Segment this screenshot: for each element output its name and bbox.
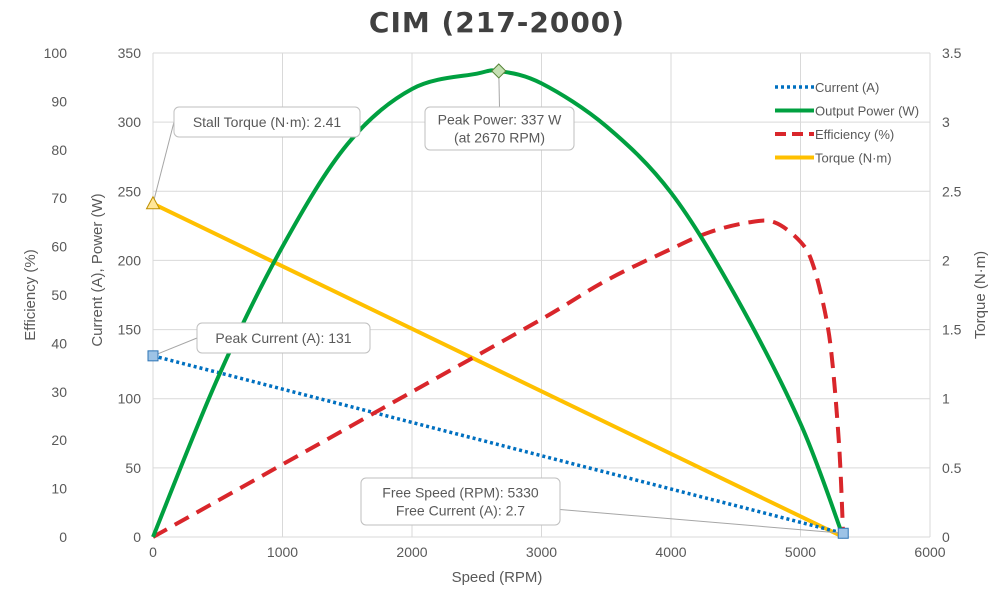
y-right-tick-label: 3 (942, 114, 950, 130)
x-tick-label: 4000 (655, 544, 686, 560)
callout-layer: Stall Torque (N·m): 2.41 Peak Power: 337 … (152, 70, 844, 534)
x-axis-ticks: 0 1000 2000 3000 4000 5000 6000 (149, 544, 946, 560)
y-efficiency-tick-label: 90 (51, 93, 67, 109)
x-axis-title: Speed (RPM) (452, 569, 543, 586)
marker-diamond (491, 63, 507, 79)
callout-box (424, 106, 575, 151)
callout-label: Peak Power: 337 W (438, 112, 563, 128)
y-left-axis-ticks: 0 50 100 150 200 250 300 350 (118, 45, 142, 545)
y-efficiency-tick-label: 20 (51, 432, 67, 448)
y-left-axis-title: Current (A), Power (W) (89, 193, 106, 346)
callout-box (360, 477, 561, 526)
y-efficiency-tick-label: 50 (51, 287, 67, 303)
y-efficiency-axis-ticks: 0 10 20 30 40 50 60 70 80 90 100 (44, 45, 68, 545)
y-efficiency-tick-label: 100 (44, 45, 68, 61)
x-tick-label: 5000 (785, 544, 816, 560)
legend-label: Torque (N·m) (815, 151, 892, 166)
x-tick-label: 6000 (914, 544, 945, 560)
legend-label: Current (A) (815, 80, 879, 95)
callout-label: Peak Current (A): 131 (215, 330, 351, 346)
y-left-tick-label: 250 (118, 183, 142, 199)
y-efficiency-tick-label: 80 (51, 142, 67, 158)
y-efficiency-axis-title: Efficiency (%) (22, 249, 39, 340)
marker-square (837, 527, 849, 539)
y-efficiency-tick-label: 10 (51, 481, 67, 497)
y-efficiency-tick-label: 30 (51, 384, 67, 400)
y-right-tick-label: 1.5 (942, 322, 962, 338)
series-line-torque-n-m (152, 201, 845, 539)
callout-box (196, 322, 371, 354)
legend: Current (A) Output Power (W) Efficiency (%… (775, 80, 919, 166)
y-right-tick-label: 1 (942, 391, 950, 407)
x-tick-label: 0 (149, 544, 157, 560)
callout-box (173, 106, 361, 138)
y-left-tick-label: 150 (118, 322, 142, 338)
y-right-tick-label: 2.5 (942, 183, 962, 199)
callout-label: Free Current (A): 2.7 (396, 503, 525, 519)
callout-leader-line (152, 337, 198, 357)
callout-label: (at 2670 RPM) (454, 130, 545, 146)
marker-square (147, 350, 159, 362)
legend-label: Output Power (W) (815, 104, 919, 119)
y-efficiency-tick-label: 60 (51, 239, 67, 255)
y-right-axis-ticks: 0 0.5 1 1.5 2 2.5 3 3.5 (942, 45, 962, 545)
y-left-tick-label: 0 (133, 529, 141, 545)
y-right-tick-label: 0.5 (942, 460, 962, 476)
y-left-tick-label: 100 (118, 391, 142, 407)
y-left-tick-label: 200 (118, 252, 142, 268)
marker-layer (145, 63, 849, 539)
y-efficiency-tick-label: 70 (51, 190, 67, 206)
series-line-current-a (152, 354, 844, 535)
y-right-tick-label: 0 (942, 529, 950, 545)
y-left-tick-label: 350 (118, 45, 142, 61)
y-left-tick-label: 300 (118, 114, 142, 130)
marker-triangle (145, 195, 161, 210)
y-efficiency-tick-label: 40 (51, 335, 67, 351)
y-efficiency-tick-label: 0 (59, 529, 67, 545)
y-left-tick-label: 50 (125, 460, 141, 476)
x-tick-label: 3000 (526, 544, 557, 560)
callout-leader-line (559, 509, 844, 534)
y-right-tick-label: 3.5 (942, 45, 962, 61)
callout-label: Stall Torque (N·m): 2.41 (193, 114, 342, 130)
x-tick-label: 1000 (267, 544, 298, 560)
y-right-tick-label: 2 (942, 252, 950, 268)
series-line-efficiency (152, 218, 846, 539)
callout-leader-line (152, 121, 175, 204)
chart-title: CIM (217-2000) (369, 6, 625, 39)
callout-label: Free Speed (RPM): 5330 (382, 485, 539, 501)
x-tick-label: 2000 (396, 544, 427, 560)
legend-label: Efficiency (%) (815, 127, 894, 142)
y-right-axis-title: Torque (N·m) (972, 251, 989, 339)
